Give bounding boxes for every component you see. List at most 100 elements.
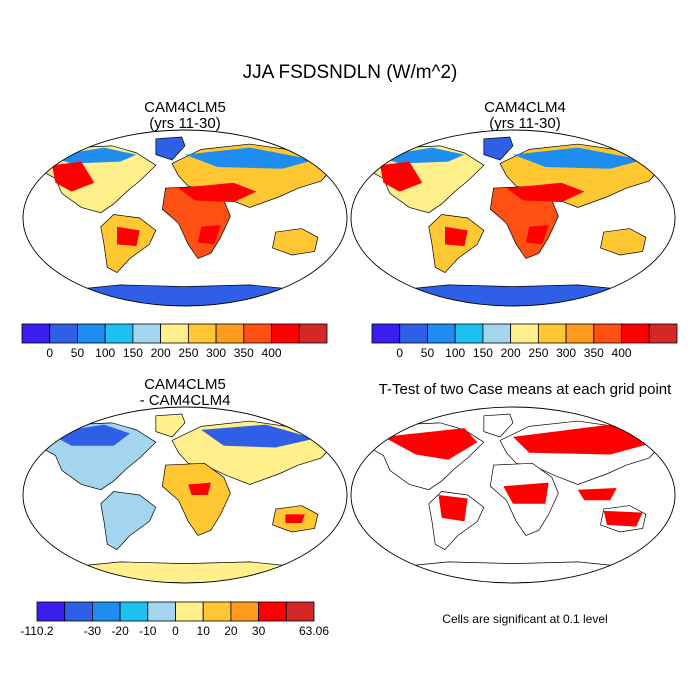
colorbar-label: -30 <box>84 624 102 638</box>
colorbar-box <box>243 323 272 344</box>
positive-region-0 <box>188 482 211 495</box>
colorbar-box <box>298 323 328 344</box>
land-antarctica <box>395 561 631 583</box>
colorbar-label: 250 <box>178 346 198 360</box>
colorbar-box <box>565 323 595 344</box>
panel-2-title: CAM4CLM4 (yrs 11-30) <box>395 100 655 132</box>
colorbar-box <box>648 323 678 344</box>
map-frame <box>350 129 676 307</box>
colorbar-box <box>147 601 176 622</box>
colorbar-label: 0 <box>172 624 179 638</box>
colorbar-label: 100 <box>445 346 465 360</box>
land-antarctica <box>395 284 631 306</box>
hot-region-1 <box>178 182 257 203</box>
panel-2-title-line2: (yrs 11-30) <box>489 115 561 132</box>
land-greenland <box>155 136 186 161</box>
land-australia <box>600 228 647 256</box>
colorbar-label: 63.06 <box>299 624 329 638</box>
land-australia <box>272 228 319 256</box>
colorbar-box <box>482 323 512 344</box>
colorbar-difference: -110.2 -30 -20 -10 0 10 20 30 63.06 <box>20 601 329 638</box>
map-frame <box>22 129 348 307</box>
cool-region-1 <box>185 147 315 169</box>
colorbar-box <box>454 323 484 344</box>
significant-region-4 <box>603 510 643 527</box>
colorbar-box <box>399 323 428 344</box>
panel-3-title: CAM4CLM5 - CAM4CLM4 <box>60 377 310 409</box>
colorbar-label: -20 <box>111 624 129 638</box>
panel-1-title: CAM4CLM5 (yrs 11-30) <box>60 100 310 132</box>
land-greenland <box>155 413 186 438</box>
colorbar-label: 0 <box>396 346 403 360</box>
panel-2-title-line1: CAM4CLM4 <box>484 99 566 116</box>
colorbar-box <box>119 601 149 622</box>
map-frame <box>350 406 676 584</box>
colorbar-box <box>510 323 539 344</box>
colorbar-box <box>621 323 650 344</box>
colorbar-box <box>215 323 245 344</box>
land-antarctica <box>67 561 303 583</box>
hot-region-1 <box>506 182 585 203</box>
colorbar-box <box>160 323 189 344</box>
colorbar-label: 250 <box>528 346 548 360</box>
panel-1-title-line2: (yrs 11-30) <box>149 115 221 132</box>
colorbar-label: 50 <box>421 346 435 360</box>
land-africa <box>161 462 231 536</box>
panel-4-title-line1: T-Test of two Case means at each grid po… <box>378 381 672 398</box>
colorbar-box <box>36 601 66 622</box>
hot-region-0 <box>52 161 95 192</box>
cool-region-1 <box>513 147 643 169</box>
colorbar-box <box>132 323 162 344</box>
negative-region-0 <box>48 424 130 446</box>
panel-4-title: T-Test of two Case means at each grid po… <box>352 382 698 398</box>
map-panel-cam4clm4 <box>350 129 676 307</box>
significant-region-0 <box>383 428 478 460</box>
colorbar-box <box>92 601 121 622</box>
map-panel-ttest <box>350 406 676 584</box>
panel-3-title-line1: CAM4CLM5 <box>144 376 226 393</box>
colorbar-box <box>187 323 217 344</box>
panel-1-title-line1: CAM4CLM5 <box>144 99 226 116</box>
colorbar-box <box>104 323 134 344</box>
significant-region-3 <box>438 495 468 522</box>
colorbar-label: 350 <box>584 346 604 360</box>
land-greenland <box>483 136 514 161</box>
colorbar-box <box>77 323 106 344</box>
colorbar-box <box>230 601 259 622</box>
significant-region-5 <box>577 487 617 501</box>
positive-region-1 <box>285 514 305 524</box>
page-title: JJA FSDSNDLN (W/m^2) <box>242 62 458 83</box>
colorbar-label: 30 <box>252 624 266 638</box>
colorbar-box <box>271 323 300 344</box>
colorbar-box <box>202 601 232 622</box>
colorbar-box <box>21 323 51 344</box>
map-panel-difference <box>22 406 348 584</box>
map-panel-cam4clm5 <box>22 129 348 307</box>
hot-region-3 <box>525 225 549 245</box>
negative-region-1 <box>201 424 315 448</box>
cool-region-0 <box>376 147 465 164</box>
hot-region-3 <box>197 225 221 245</box>
hot-region-2 <box>444 226 468 247</box>
land-samerica <box>100 491 157 550</box>
significant-region-2 <box>503 482 549 504</box>
colorbar-box <box>371 323 401 344</box>
significance-note: Cells are significant at 0.1 level <box>442 612 608 626</box>
colorbar-label: 400 <box>612 346 632 360</box>
panel-3-title-line2: - CAM4CLM4 <box>139 392 231 409</box>
land-greenland <box>483 413 514 438</box>
colorbar-label: -10 <box>139 624 157 638</box>
colorbar-label: 400 <box>262 346 282 360</box>
colorbar-cam4clm4: 0 50 100 150 200 250 300 350 400 <box>371 323 678 360</box>
colorbar-label: 10 <box>197 624 211 638</box>
colorbar-box <box>537 323 567 344</box>
colorbar-label: 0 <box>46 346 53 360</box>
hot-region-2 <box>116 226 140 247</box>
colorbar-box <box>427 323 456 344</box>
map-frame <box>22 406 348 584</box>
colorbar-label: 300 <box>556 346 576 360</box>
colorbar-box <box>64 601 93 622</box>
colorbar-cam4clm5: 0 50 100 150 200 250 300 350 400 <box>21 323 328 360</box>
colorbar-box <box>593 323 622 344</box>
